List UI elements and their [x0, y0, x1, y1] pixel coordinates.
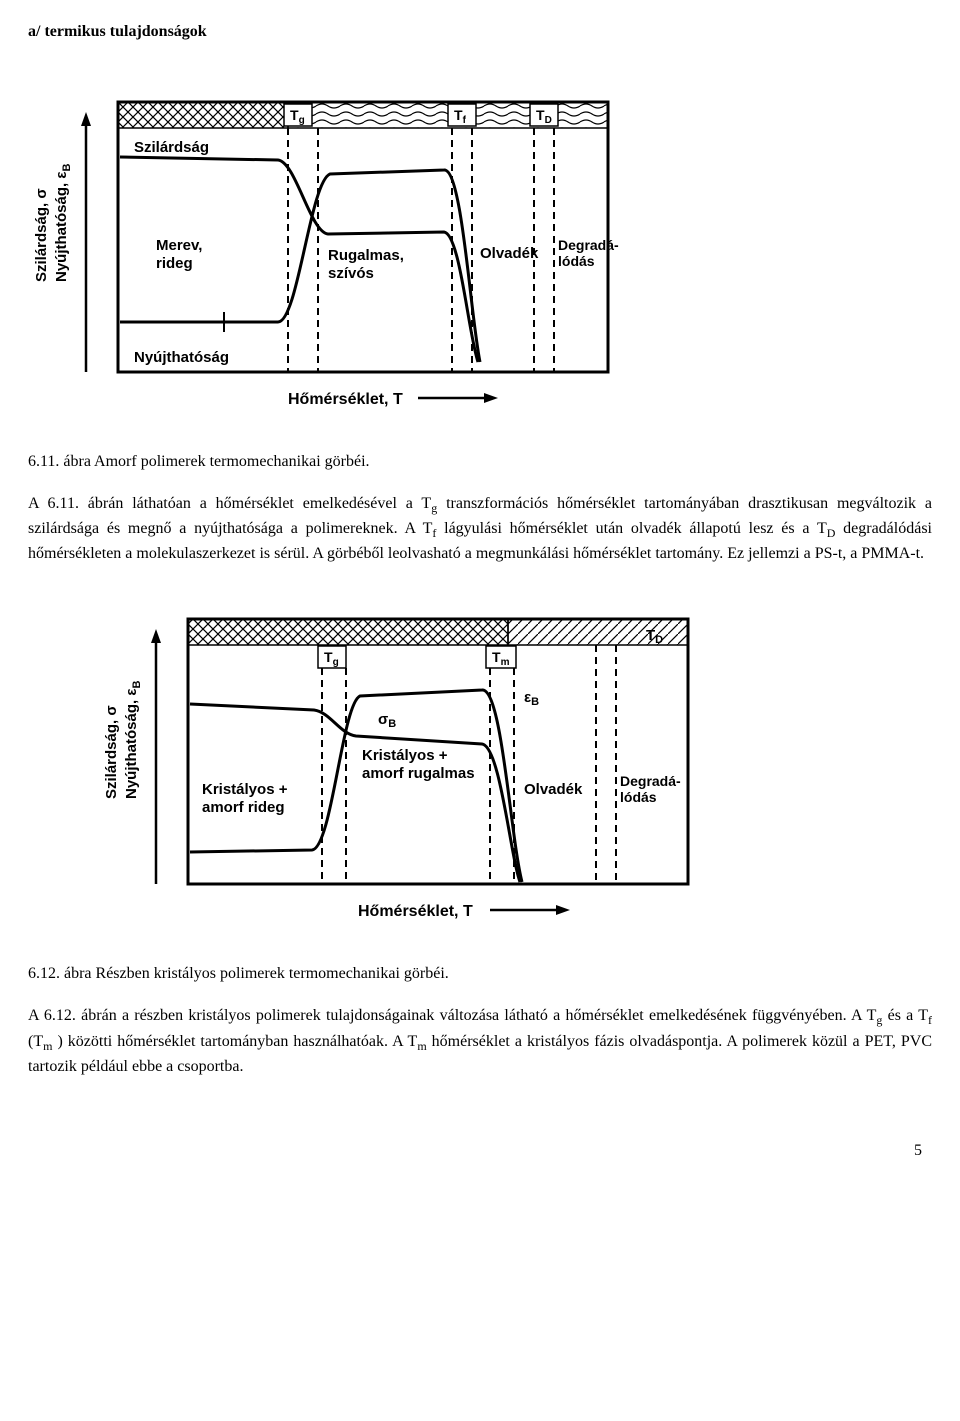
p2-t4: (T [28, 1033, 43, 1050]
figure-612: Szilárdság, σ Nyújthatóság, εB Tg Tm TD … [98, 584, 932, 934]
x-axis-label-2: Hőmérséklet, T [358, 903, 473, 920]
figure-611: Szilárdság, σ Nyújthatóság, εB Tg Tf TD … [28, 62, 932, 422]
y-axis-label: Szilárdság, σ [33, 188, 50, 282]
paragraph-2: A 6.12. ábrán a részben kristályos polim… [28, 1004, 932, 1078]
p1-t0: A 6.11. ábrán láthatóan a hőmérséklet em… [28, 495, 431, 512]
paragraph-1: A 6.11. ábrán láthatóan a hőmérséklet em… [28, 492, 932, 566]
figure-612-caption: 6.12. ábra Részben kristályos polimerek … [28, 962, 932, 986]
p1-t4: lágyulási hőmérséklet után olvadék állap… [436, 520, 826, 537]
p2-t0: A 6.12. ábrán a részben kristályos polim… [28, 1007, 876, 1024]
y-axis-label: Szilárdság, σ [103, 706, 120, 800]
region-kristalyos-rideg: Kristályos +amorf rideg [202, 781, 288, 816]
region-degradalodas: Degradá-lódás [558, 237, 619, 269]
y-axis-label-2: Nyújthatóság, εB [123, 681, 143, 799]
page-number: 5 [28, 1139, 932, 1163]
region-olvadek: Olvadék [480, 245, 539, 262]
section-heading: a/ termikus tulajdonságok [28, 20, 932, 44]
p2-t2: és a T [882, 1007, 928, 1024]
figure-611-caption: 6.11. ábra Amorf polimerek termomechanik… [28, 450, 932, 474]
x-axis-label: Hőmérséklet, T [288, 391, 403, 408]
p2-t6: ) közötti hőmérséklet tartományban haszn… [52, 1033, 417, 1050]
curve-label-nyujthatosag: Nyújthatóság [134, 349, 229, 366]
p2-sub-f: f [928, 1014, 932, 1028]
curve-label-szilardsag: Szilárdság [134, 139, 209, 156]
y-axis-label-2: Nyújthatóság, εB [53, 164, 73, 282]
region-olvadek2: Olvadék [524, 781, 583, 798]
p2-sub-m2: m [417, 1039, 426, 1053]
